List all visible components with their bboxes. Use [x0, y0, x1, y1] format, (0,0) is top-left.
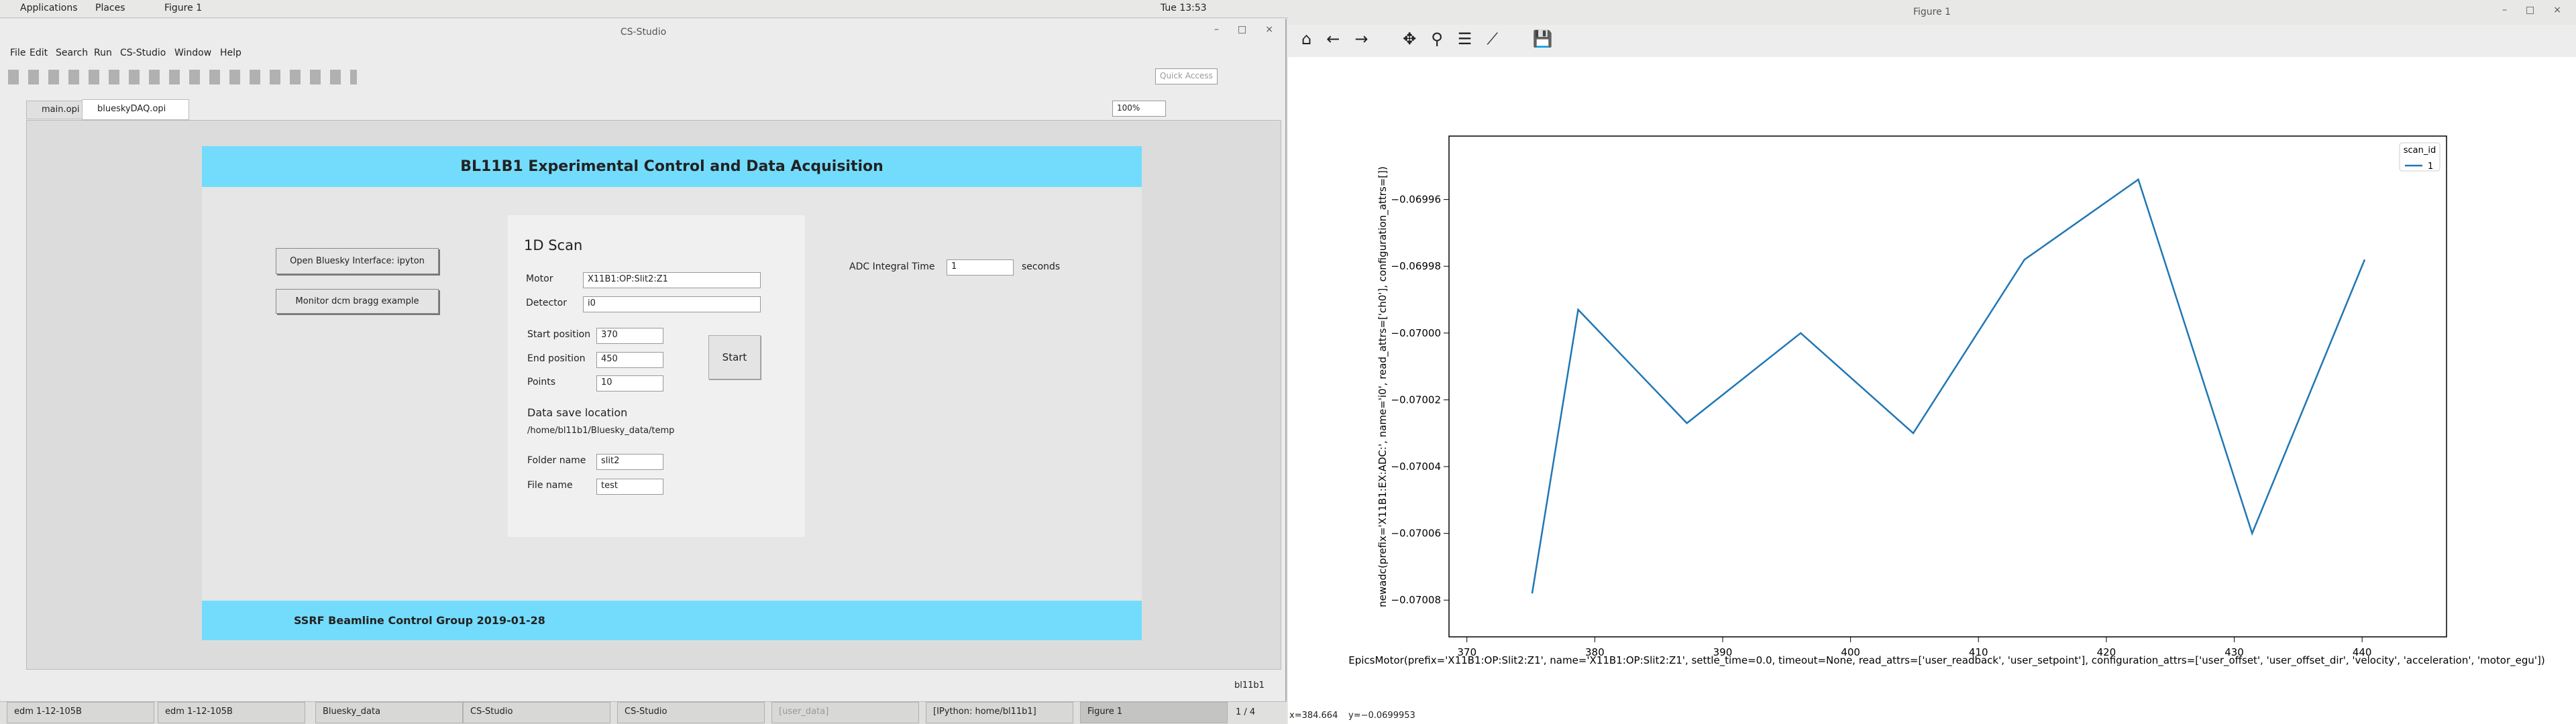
scan-heading: 1D Scan	[524, 237, 583, 253]
y-tick-label: −0.07000	[1391, 327, 1441, 339]
start-field[interactable]: 370	[596, 328, 663, 344]
workspace[interactable]: 1 / 4	[1236, 707, 1256, 717]
start-button[interactable]: Start	[708, 335, 761, 379]
toolbar-icons[interactable]: ⌂←→ ✥⚲☰⟋ 💾	[1301, 29, 1568, 48]
plot: EpicsMotor(prefix='X11B1:OP:Slit2:Z1', n…	[1348, 135, 2545, 667]
y-tick-label: −0.07004	[1391, 461, 1441, 473]
task[interactable]: [user_data]	[771, 702, 919, 723]
menu-item[interactable]: File	[10, 48, 26, 58]
x-tick-label: 380	[1585, 646, 1605, 658]
active-app[interactable]: Figure 1	[164, 3, 203, 13]
task[interactable]: Bluesky_data	[315, 702, 463, 723]
motor-field[interactable]: X11B1:OP:Slit2:Z1	[583, 272, 761, 288]
task[interactable]: CS-Studio	[463, 702, 610, 723]
clock: Tue 13:53	[1161, 3, 1207, 13]
label: End position	[527, 353, 586, 364]
y-tick-label: −0.06998	[1391, 260, 1441, 272]
button[interactable]: Open Bluesky Interface: ipyton	[276, 248, 439, 274]
detector-field[interactable]: i0	[583, 296, 761, 312]
x-tick-label: 410	[1969, 646, 1988, 658]
menu-item[interactable]: Window	[174, 48, 212, 58]
y-tick-label: −0.07008	[1391, 594, 1441, 606]
legend-box	[2399, 142, 2440, 172]
figure-title: Figure 1	[1288, 0, 2576, 25]
cursor-x: x=384.664	[1289, 711, 1338, 721]
axes-frame	[1448, 135, 2447, 638]
label: File name	[527, 480, 573, 491]
menu-item[interactable]: Search	[56, 48, 89, 58]
adc-field[interactable]: 1	[947, 259, 1014, 276]
quick-access[interactable]: Quick Access	[1155, 68, 1218, 84]
button[interactable]: Monitor dcm bragg example	[276, 289, 439, 314]
legend-title: scan_id	[2404, 145, 2436, 156]
end-field[interactable]: 450	[596, 352, 663, 368]
zoom[interactable]: 100%	[1112, 101, 1166, 117]
y-tick-label: −0.07002	[1391, 394, 1441, 406]
status-user: bl11b1	[1234, 680, 1265, 690]
save-heading: Data save location	[527, 406, 628, 419]
task[interactable]: edm 1-12-105B	[7, 702, 154, 723]
x-tick-label: 420	[2097, 646, 2116, 658]
window-title: CS-Studio	[620, 27, 667, 38]
legend-label: 1	[2428, 162, 2433, 172]
label: Start position	[527, 329, 591, 340]
task[interactable]: edm 1-12-105B	[158, 702, 305, 723]
label: Folder name	[527, 455, 586, 466]
label: Motor	[526, 274, 553, 284]
task[interactable]: [IPython: home/bl11b1]	[926, 702, 1073, 723]
x-tick-label: 440	[2353, 646, 2372, 658]
cursor-y: y=−0.0699953	[1348, 711, 1415, 721]
tab-active[interactable]: blueskyDAQ.opi	[82, 99, 189, 120]
label: ADC Integral Time	[849, 261, 935, 272]
figure-window	[1288, 0, 2576, 724]
window-controls[interactable]: –□×	[2502, 5, 2576, 15]
points-field[interactable]: 10	[596, 375, 663, 391]
x-tick-label: 430	[2224, 646, 2244, 658]
data-line	[1531, 178, 2366, 594]
x-tick-label: 400	[1841, 646, 1860, 658]
y-axis-label: newadc(prefix='X11B1:EX:ADC:', name='i0'…	[1377, 166, 1389, 607]
x-tick-label: 370	[1457, 646, 1477, 658]
menu-item[interactable]: CS-Studio	[120, 48, 166, 58]
menu-item[interactable]: Run	[94, 48, 112, 58]
file-field[interactable]: test	[596, 479, 663, 495]
save-path: /home/bl11b1/Bluesky_data/temp	[527, 426, 675, 436]
y-tick-label: −0.06996	[1391, 194, 1441, 206]
folder-field[interactable]: slit2	[596, 454, 663, 470]
opi-footer: SSRF Beamline Control Group 2019-01-28	[202, 601, 1142, 640]
applications-menu[interactable]: Applications	[20, 3, 78, 13]
y-tick-label: −0.07006	[1391, 528, 1441, 540]
x-axis-label: EpicsMotor(prefix='X11B1:OP:Slit2:Z1', n…	[1348, 654, 2544, 667]
task[interactable]: CS-Studio	[617, 702, 765, 723]
label: Detector	[526, 298, 568, 308]
window-controls[interactable]: –□×	[1214, 24, 1292, 35]
task-active[interactable]: Figure 1	[1080, 702, 1228, 723]
places-menu[interactable]: Places	[95, 3, 125, 13]
x-tick-label: 390	[1713, 646, 1733, 658]
figure-toolbar	[1288, 25, 2576, 57]
unit: seconds	[1022, 261, 1061, 272]
menu-item[interactable]: Help	[220, 48, 241, 58]
label: Points	[527, 377, 556, 387]
menu-item[interactable]: Edit	[30, 48, 48, 58]
toolbar-icons[interactable]	[8, 70, 357, 84]
opi-title: BL11B1 Experimental Control and Data Acq…	[202, 146, 1142, 187]
